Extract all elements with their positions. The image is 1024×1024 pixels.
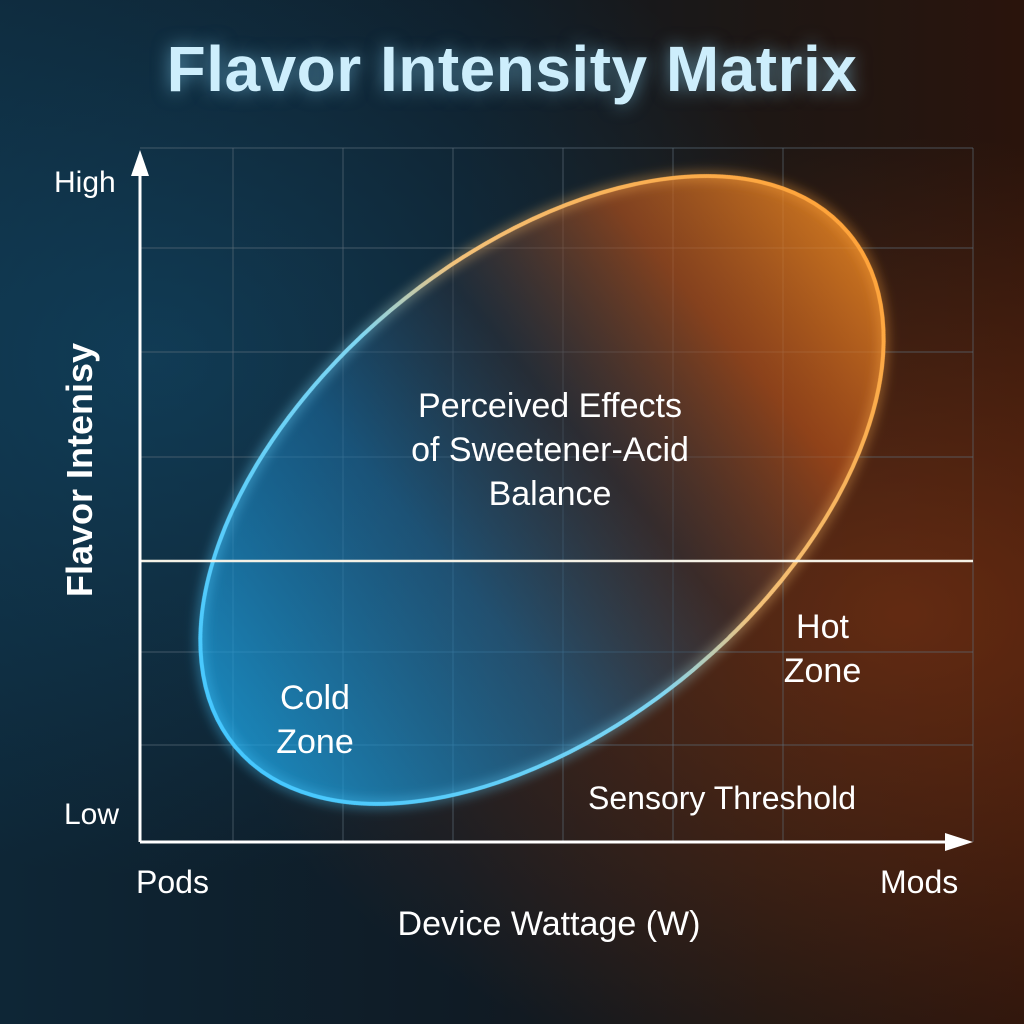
sensory-threshold-label: Sensory Threshold	[588, 780, 856, 816]
hot-zone-line: Hot	[796, 608, 849, 646]
hot-zone-label: Hot Zone	[750, 605, 895, 693]
x-axis-title: Device Wattage (W)	[397, 905, 701, 943]
hot-zone-line: Zone	[783, 652, 862, 690]
y-axis-arrow	[131, 150, 149, 176]
diagram-title: Flavor Intensity Matrix	[166, 33, 858, 105]
center-region-line: Perceived Effects	[418, 387, 682, 425]
center-region-line: Balance	[488, 475, 612, 513]
flavor-oval-outline	[198, 174, 886, 806]
y-axis-low-label: Low	[64, 798, 120, 831]
cold-zone-line: Zone	[276, 723, 354, 761]
x-axis-right-label: Mods	[880, 864, 959, 900]
y-axis-high-label: High	[54, 166, 116, 199]
y-axis-title: Flavor Intenisy	[59, 342, 100, 598]
center-region-line: of Sweetener-Acid	[411, 431, 689, 469]
flavor-oval	[200, 176, 884, 804]
x-axis-arrow	[945, 833, 973, 851]
cold-zone-line: Cold	[280, 679, 350, 717]
x-axis-left-label: Pods	[136, 864, 209, 900]
axes	[131, 150, 973, 851]
cold-zone-label: Cold Zone	[240, 676, 390, 764]
center-region-label: Perceived Effects of Sweetener-Acid Bala…	[360, 384, 740, 516]
